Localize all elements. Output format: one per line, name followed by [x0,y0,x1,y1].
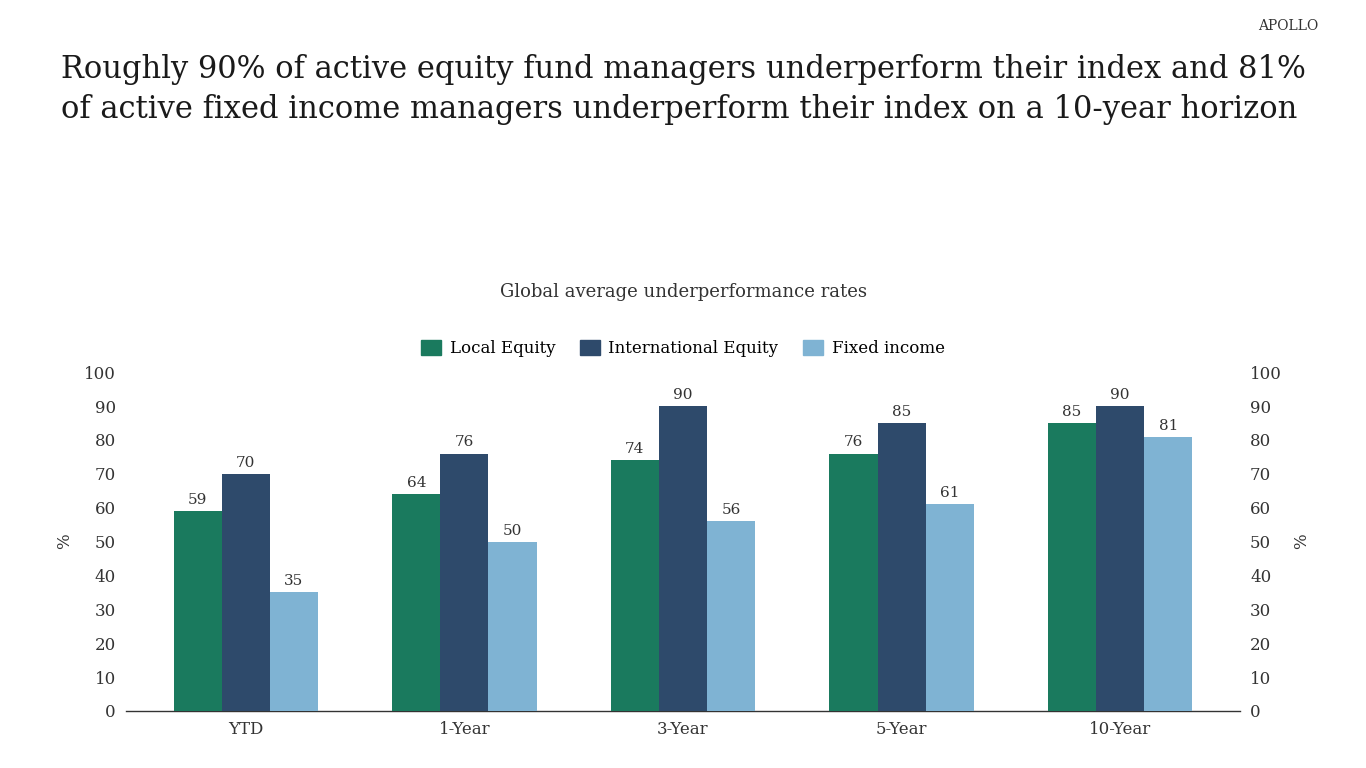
Text: 76: 76 [844,435,863,449]
Text: 81: 81 [1158,419,1177,432]
Bar [829,454,877,711]
Text: Roughly 90% of active equity fund managers underperform their index and 81%
of a: Roughly 90% of active equity fund manage… [61,54,1306,125]
Text: Global average underperformance rates: Global average underperformance rates [500,283,866,301]
Text: 59: 59 [189,493,208,507]
Bar [1096,406,1145,711]
Text: 64: 64 [407,476,426,490]
Bar [1048,423,1096,711]
Bar [611,460,658,711]
Text: 90: 90 [673,388,693,402]
Bar [221,474,270,711]
Bar [708,521,755,711]
Bar [658,406,708,711]
Text: 85: 85 [892,405,911,419]
Bar [926,505,974,711]
Text: 56: 56 [721,503,740,517]
Bar [489,541,537,711]
Text: 35: 35 [284,574,303,588]
Y-axis label: %: % [1294,534,1310,549]
Bar [173,511,221,711]
Legend: Local Equity, International Equity, Fixed income: Local Equity, International Equity, Fixe… [414,333,952,363]
Text: APOLLO: APOLLO [1258,19,1318,33]
Text: 61: 61 [940,486,959,500]
Text: 70: 70 [236,455,255,470]
Text: 74: 74 [626,442,645,456]
Text: 90: 90 [1111,388,1130,402]
Bar [1145,436,1193,711]
Text: 50: 50 [503,524,522,538]
Bar [877,423,926,711]
Text: 76: 76 [455,435,474,449]
Bar [440,454,489,711]
Bar [270,592,318,711]
Bar [392,494,440,711]
Text: 85: 85 [1063,405,1082,419]
Y-axis label: %: % [56,534,72,549]
